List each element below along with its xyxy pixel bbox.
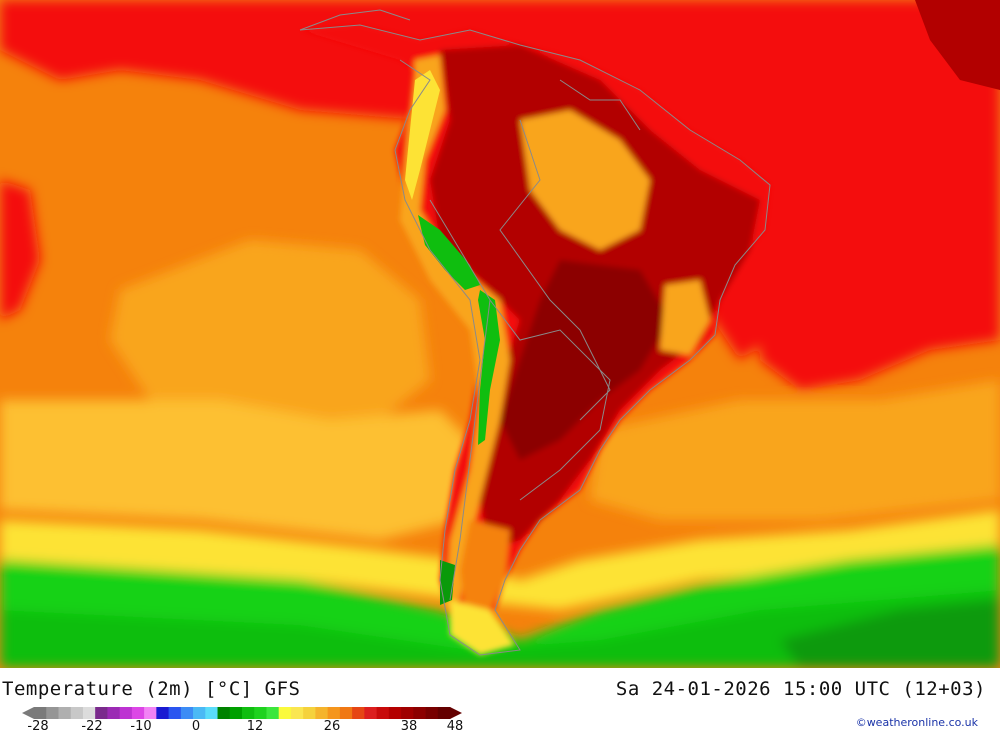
scale-swatch bbox=[388, 707, 402, 719]
scale-tick-label: 26 bbox=[323, 719, 341, 734]
andes-yellow-strip bbox=[405, 70, 440, 200]
scale-swatch bbox=[217, 707, 231, 719]
temperature-map bbox=[0, 0, 1000, 668]
scale-tick-label: 38 bbox=[400, 719, 418, 734]
scale-tick-label: 12 bbox=[246, 719, 264, 734]
southern-tip-yellow bbox=[450, 600, 515, 655]
temperature-scale-ticks: -28 -22 -10 0 12 26 38 48 bbox=[0, 719, 480, 734]
scale-swatch bbox=[34, 707, 47, 719]
scale-left-arrow bbox=[22, 707, 34, 719]
west-pacific-red-patch bbox=[0, 180, 40, 320]
scale-swatch bbox=[46, 707, 59, 719]
coastline bbox=[299, 24, 771, 656]
scale-swatch bbox=[168, 707, 182, 719]
patagonia-orange bbox=[460, 520, 510, 615]
central-america-coast bbox=[299, 9, 411, 31]
scale-tick-label: -10 bbox=[130, 719, 152, 734]
scale-swatch bbox=[193, 707, 206, 719]
scale-swatch bbox=[364, 707, 377, 719]
central-extreme bbox=[500, 260, 670, 460]
scale-tick-label: -22 bbox=[81, 719, 103, 734]
map-title: Temperature (2m) [°C] GFS bbox=[2, 678, 301, 700]
scale-swatch bbox=[156, 707, 169, 719]
scale-tick-label: 0 bbox=[191, 719, 201, 734]
scale-swatch bbox=[107, 707, 121, 719]
scale-swatch bbox=[180, 707, 194, 719]
map-footer: Temperature (2m) [°C] GFS Sa 24-01-2026 … bbox=[0, 668, 1000, 734]
scale-swatch bbox=[95, 707, 108, 719]
brazil-highland-orange bbox=[660, 280, 710, 355]
border-andes bbox=[429, 199, 491, 601]
scale-tick-label: 48 bbox=[446, 719, 464, 734]
north-hot-band bbox=[0, 0, 1000, 360]
credit-link[interactable]: ©weatheronline.co.uk bbox=[855, 716, 978, 729]
scale-swatch bbox=[278, 707, 292, 719]
andes-green-peru bbox=[418, 215, 480, 290]
scale-tick-label: -28 bbox=[27, 719, 49, 734]
scale-swatch bbox=[339, 707, 353, 719]
scale-swatch bbox=[229, 707, 243, 719]
scale-swatch bbox=[70, 707, 84, 719]
scale-swatch bbox=[413, 707, 426, 719]
scale-swatch bbox=[327, 707, 341, 719]
africa-corner-land bbox=[915, 0, 1000, 90]
scale-swatch bbox=[205, 707, 218, 719]
scale-swatch bbox=[315, 707, 329, 719]
border-brazil-west bbox=[499, 119, 611, 421]
scale-swatch bbox=[401, 707, 414, 719]
border-guiana bbox=[559, 79, 641, 131]
scale-swatch bbox=[58, 707, 72, 719]
forecast-datetime: Sa 24-01-2026 15:00 UTC (12+03) bbox=[615, 678, 986, 700]
border-argentina bbox=[489, 299, 611, 501]
scale-swatch bbox=[425, 707, 439, 719]
east-atlantic-hot-band bbox=[760, 150, 1000, 390]
andes-green-bolivia bbox=[478, 290, 500, 445]
scale-swatch bbox=[376, 707, 390, 719]
scale-swatch bbox=[266, 707, 280, 719]
atlantic-light-orange bbox=[590, 380, 1000, 520]
scale-swatch bbox=[119, 707, 133, 719]
scale-swatch bbox=[144, 707, 157, 719]
guiana-orange-patch bbox=[520, 110, 650, 250]
scale-swatch bbox=[290, 707, 304, 719]
scale-swatch bbox=[437, 707, 451, 719]
scale-swatch bbox=[303, 707, 316, 719]
south-green-band-dark bbox=[0, 590, 1000, 668]
temperature-color-scale bbox=[22, 707, 462, 719]
pacific-light-orange bbox=[110, 240, 430, 420]
scale-right-arrow bbox=[450, 707, 462, 719]
scale-swatch bbox=[131, 707, 145, 719]
far-south-green bbox=[780, 600, 1000, 668]
scale-swatch bbox=[254, 707, 267, 719]
scale-swatch bbox=[82, 707, 96, 719]
pacific-south-yellow-orange bbox=[0, 400, 470, 540]
scale-swatch bbox=[242, 707, 255, 719]
scale-swatch bbox=[352, 707, 365, 719]
andes-orange-strip bbox=[400, 55, 510, 610]
